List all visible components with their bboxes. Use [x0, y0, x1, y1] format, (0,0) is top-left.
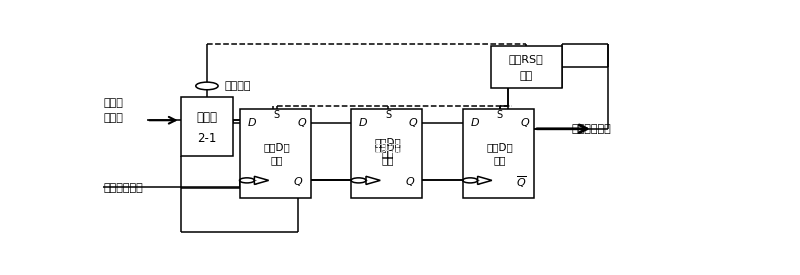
Text: :: : [365, 177, 369, 187]
Text: Q: Q [294, 177, 302, 187]
Text: 第二D触发: 第二D触发 [373, 142, 404, 152]
Bar [351, 109, 422, 198]
Text: D: D [359, 119, 367, 128]
Text: S: S [385, 111, 391, 120]
Text: 第二D触: 第二D触 [375, 142, 402, 152]
Text: S: S [274, 111, 280, 120]
Text: Q: Q [520, 119, 529, 128]
Text: Q: Q [405, 177, 414, 187]
Text: 第一D触: 第一D触 [263, 142, 290, 152]
Bar [490, 46, 562, 88]
Text: Q: Q [409, 119, 418, 128]
Text: :: : [254, 177, 257, 187]
Text: 发器: 发器 [520, 71, 533, 81]
Text: 第三D触: 第三D触 [486, 142, 513, 152]
Text: 参考时钟信号: 参考时钟信号 [103, 183, 143, 192]
Text: 控制数据: 控制数据 [224, 81, 251, 91]
Text: D: D [470, 119, 479, 128]
Text: :: : [477, 177, 480, 187]
Text: 整体复位信号: 整体复位信号 [571, 124, 611, 134]
Text: D: D [247, 119, 256, 128]
Bar [462, 109, 534, 198]
Text: 发器: 发器 [494, 155, 506, 165]
Text: 发器: 发器 [382, 155, 394, 165]
Bar [239, 109, 310, 198]
Text: S: S [497, 111, 503, 120]
Text: 位信号: 位信号 [103, 113, 123, 123]
Text: Q: Q [297, 119, 306, 128]
Bar [181, 97, 234, 156]
Text: 第二D触
发器: 第二D触 发器 [375, 137, 402, 158]
Text: 发器: 发器 [270, 155, 283, 165]
Text: 2-1: 2-1 [198, 131, 217, 145]
Text: 第一RS触: 第一RS触 [509, 54, 544, 64]
Text: $\overline{Q}$: $\overline{Q}$ [516, 174, 526, 190]
Text: 全局复: 全局复 [103, 98, 123, 108]
Text: 多路器: 多路器 [197, 111, 218, 124]
